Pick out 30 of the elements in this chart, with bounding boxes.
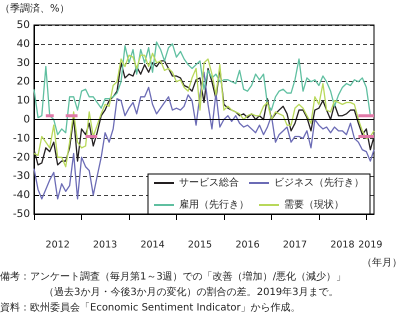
text: （過去3か月・今後3か月の変化）の割合の差。2019年3月まで。 xyxy=(44,286,339,298)
line-series xyxy=(33,72,375,200)
y-tick-label: 50 xyxy=(16,19,30,31)
legend-label: ビジネス（先行き） xyxy=(274,176,364,188)
x-tick-label: 2013 xyxy=(93,240,118,250)
x-tick-label: 2014 xyxy=(140,240,165,250)
x-tick-label: 2015 xyxy=(188,240,212,250)
x-axis-title: （年月） xyxy=(362,256,402,268)
text: 資料：欧州委員会「Economic Sentiment Indicator」から作成。 xyxy=(0,302,301,314)
x-tick-label: 2019 xyxy=(358,240,382,250)
y-tick-label: -40 xyxy=(12,189,30,202)
legend-label: 雇用（先行き） xyxy=(179,198,249,210)
line-series xyxy=(33,41,372,136)
x-tick-label: 2018 xyxy=(330,240,355,250)
x-tick-label: 2012 xyxy=(46,240,70,250)
x-tick-label: 2017 xyxy=(282,240,308,250)
x-tick-label: 2016 xyxy=(235,240,260,250)
y-axis-title: （季調済、%） xyxy=(0,2,70,14)
y-tick-label: 20 xyxy=(16,76,30,88)
legend-label: サービス総合 xyxy=(179,176,239,188)
y-tick-label: -20 xyxy=(12,151,30,164)
y-tick-label: -10 xyxy=(12,132,30,144)
y-tick-label: -30 xyxy=(12,170,30,182)
y-tick-label: 30 xyxy=(16,56,30,69)
text: 備考：アンケート調査（毎月第1～3週）での「改善（増加）/悪化（減少）」 xyxy=(0,270,346,282)
y-tick-label: 10 xyxy=(16,94,30,107)
y-tick-label: -50 xyxy=(12,208,30,220)
legend-label: 需要（現状） xyxy=(284,198,344,210)
y-tick-label: 40 xyxy=(16,38,30,50)
y-tick-label: 0 xyxy=(23,114,30,126)
